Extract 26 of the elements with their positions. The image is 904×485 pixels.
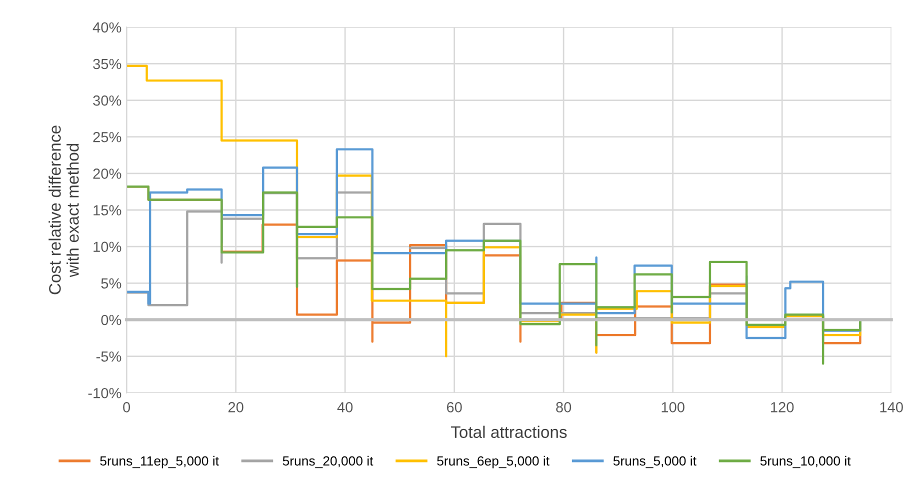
- y-tick-label: -5%: [96, 351, 122, 362]
- x-tick-label: 120: [771, 402, 794, 412]
- y-tick-label: -10%: [88, 388, 122, 398]
- x-tick-label: 100: [662, 402, 684, 412]
- x-axis-title: Total attractions: [450, 426, 567, 438]
- legend-label: 5runs_10,000 it: [760, 456, 851, 468]
- y-tick-label: 10%: [94, 242, 122, 252]
- y-tick-label: 25%: [93, 132, 122, 142]
- x-tick-label: 60: [446, 402, 462, 412]
- x-tick-label: 40: [337, 402, 353, 412]
- y-tick-label: 0%: [101, 314, 122, 326]
- y-tick-label: 15%: [94, 205, 122, 216]
- x-tick-label: 140: [880, 402, 903, 412]
- x-tick-label: 20: [228, 402, 244, 412]
- y-tick-label: 5%: [101, 278, 122, 289]
- x-tick-label: 0: [123, 402, 130, 412]
- x-tick-label: 80: [556, 402, 572, 412]
- legend-label: 5runs_6ep_5,000 it: [437, 456, 550, 468]
- y-tick-label: 30%: [93, 95, 122, 106]
- y-tick-label: 20%: [93, 168, 122, 179]
- legend-label: 5runs_5,000 it: [613, 456, 696, 468]
- y-tick-label: 35%: [93, 58, 122, 70]
- legend-label: 5runs_11ep_5,000 it: [100, 456, 219, 468]
- y-axis-title: Cost relative difference with exact method: [48, 126, 79, 294]
- y-tick-label: 40%: [92, 22, 122, 33]
- legend-label: 5runs_20,000 it: [282, 456, 374, 468]
